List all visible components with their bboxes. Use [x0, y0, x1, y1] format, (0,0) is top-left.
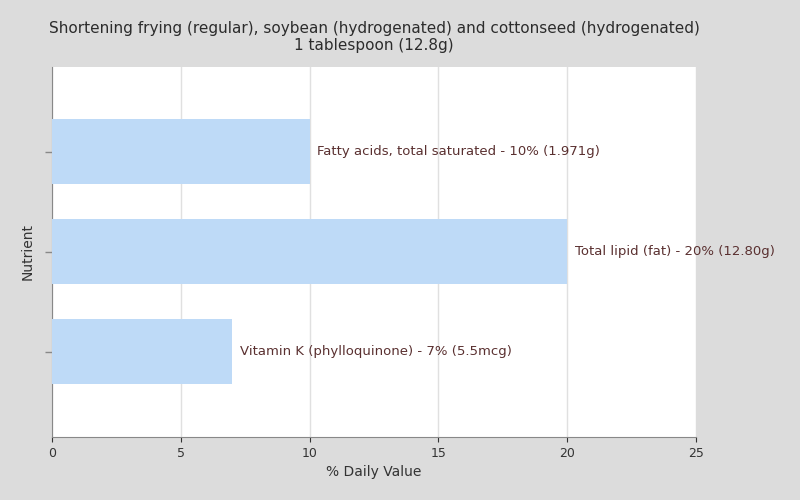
Bar: [52, 320, 233, 384]
Text: Vitamin K (phylloquinone) - 7% (5.5mcg): Vitamin K (phylloquinone) - 7% (5.5mcg): [240, 346, 512, 358]
Bar: [52, 120, 310, 184]
Title: Shortening frying (regular), soybean (hydrogenated) and cottonseed (hydrogenated: Shortening frying (regular), soybean (hy…: [49, 21, 699, 53]
Y-axis label: Nutrient: Nutrient: [21, 224, 35, 280]
X-axis label: % Daily Value: % Daily Value: [326, 465, 422, 479]
Bar: [52, 220, 567, 284]
Text: Fatty acids, total saturated - 10% (1.971g): Fatty acids, total saturated - 10% (1.97…: [318, 146, 600, 158]
Text: Total lipid (fat) - 20% (12.80g): Total lipid (fat) - 20% (12.80g): [575, 246, 774, 258]
